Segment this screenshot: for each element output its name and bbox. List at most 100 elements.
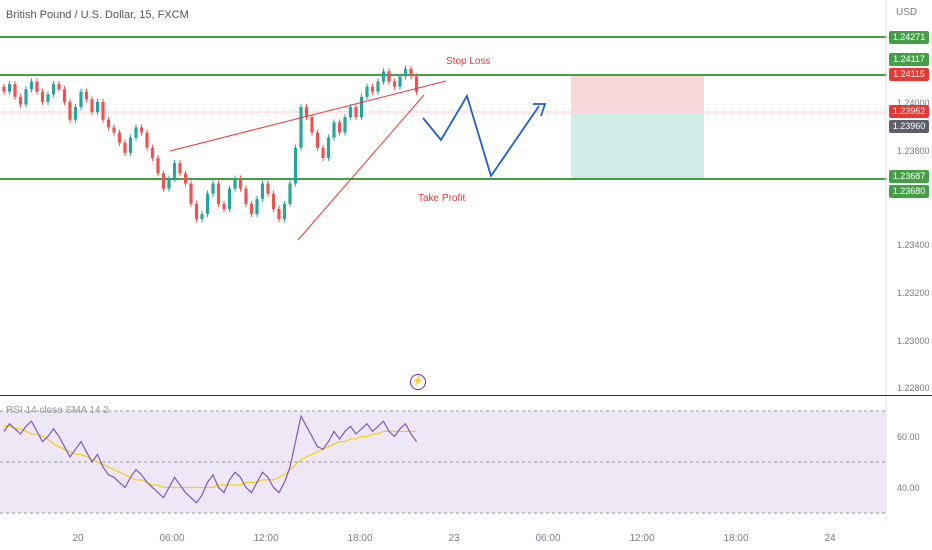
candle-body: [227, 188, 232, 209]
candle-body: [68, 101, 72, 120]
price-tick: 1.23400: [897, 240, 930, 250]
candle-body: [90, 99, 94, 113]
candle-body: [161, 173, 166, 189]
candle-body: [57, 84, 61, 90]
price-tick: 1.23200: [897, 288, 930, 298]
price-tag-support: 1.23687: [889, 170, 929, 183]
candle-body: [398, 76, 402, 87]
candle-body: [139, 127, 144, 133]
price-tag-take-profit: 1.23680: [889, 185, 929, 198]
price-tag-last: 1.23960: [889, 120, 929, 133]
candle-body: [343, 117, 347, 133]
candle-body: [106, 119, 111, 128]
candle-body: [216, 183, 221, 204]
candle-body: [95, 101, 100, 113]
candle-body: [332, 122, 336, 138]
stop-loss-zone: [571, 76, 704, 113]
candle-body: [310, 117, 314, 133]
wedge-lower-line: [297, 94, 425, 241]
time-tick: 12:00: [629, 533, 655, 544]
time-tick: 18:00: [723, 533, 749, 544]
candle-body: [150, 147, 155, 158]
projected-path: [422, 93, 540, 179]
candle-body: [101, 101, 105, 120]
projected-path-arrowhead: [533, 103, 547, 117]
candle-body: [172, 163, 177, 179]
candle-body: [194, 203, 199, 220]
candle-body: [205, 193, 210, 215]
wedge-upper-line: [169, 80, 447, 152]
candle-body: [288, 183, 292, 204]
candle-body: [293, 147, 298, 184]
candle-body: [387, 71, 391, 82]
candle-body: [167, 178, 171, 189]
candle-body: [51, 84, 56, 95]
candle-body: [73, 107, 78, 120]
candle-body: [178, 163, 182, 174]
candle-body: [222, 203, 226, 209]
candle-body: [2, 86, 6, 92]
time-tick: 06:00: [159, 533, 185, 544]
candle-body: [249, 203, 254, 215]
rsi-line: [3, 414, 417, 504]
rsi-legend[interactable]: RSI 14 close SMA 14 2: [6, 405, 109, 416]
candle-body: [348, 107, 353, 118]
price-tick: 1.22800: [897, 383, 930, 393]
candle-body: [271, 193, 276, 209]
candle-body: [370, 86, 375, 92]
candle-body: [277, 208, 281, 220]
candlestick-series: [2, 65, 419, 223]
price-tag-entry: 1.23962: [889, 105, 929, 118]
price-tag-level-1: 1.24271: [889, 31, 929, 44]
candle-body: [260, 183, 265, 199]
candle-body: [238, 178, 243, 189]
candle-body: [145, 132, 149, 148]
candle-body: [40, 91, 45, 102]
candle-body: [381, 71, 386, 82]
lightning-icon[interactable]: ⚡: [410, 374, 426, 390]
price-chart[interactable]: [0, 0, 932, 395]
candle-body: [315, 132, 320, 148]
candle-body: [112, 127, 116, 133]
time-tick: 23: [448, 533, 460, 544]
candle-body: [403, 68, 408, 77]
price-tick: 1.23800: [897, 146, 930, 156]
candle-body: [266, 183, 270, 194]
rsi-tick: 60.00: [897, 432, 920, 442]
candle-body: [414, 76, 419, 92]
rsi-tick: 40.00: [897, 483, 920, 493]
candle-body: [123, 142, 127, 153]
candle-body: [24, 89, 28, 105]
candle-body: [134, 127, 138, 138]
candle-body: [244, 188, 248, 204]
candle-body: [365, 86, 369, 97]
candle-body: [376, 81, 380, 92]
candle-body: [79, 91, 83, 108]
time-tick: 12:00: [253, 533, 279, 544]
candle-body: [189, 183, 193, 204]
symbol-title[interactable]: British Pound / U.S. Dollar, 15, FXCM: [6, 9, 189, 21]
price-tag-level-2: 1.24117: [889, 53, 929, 66]
price-tick: 1.23000: [897, 336, 930, 346]
candle-body: [13, 84, 17, 97]
candle-body: [128, 137, 133, 153]
candle-body: [354, 107, 358, 118]
candle-body: [211, 183, 215, 194]
candle-body: [200, 214, 204, 220]
time-tick: 06:00: [535, 533, 561, 544]
pane-divider[interactable]: [0, 395, 932, 396]
time-tick: 20: [72, 533, 84, 544]
take-profit-label: Take Profit: [418, 193, 466, 204]
rsi-pane[interactable]: [0, 396, 932, 521]
candle-body: [304, 107, 309, 118]
price-tag-stop-loss: 1.24115: [889, 68, 929, 81]
time-tick: 18:00: [347, 533, 373, 544]
candle-body: [282, 203, 287, 220]
candle-body: [299, 107, 303, 148]
candle-body: [18, 96, 23, 105]
candle-body: [183, 173, 188, 184]
price-tick: 1.24000: [897, 98, 930, 108]
time-tick: 24: [824, 533, 836, 544]
candle-body: [62, 89, 67, 102]
